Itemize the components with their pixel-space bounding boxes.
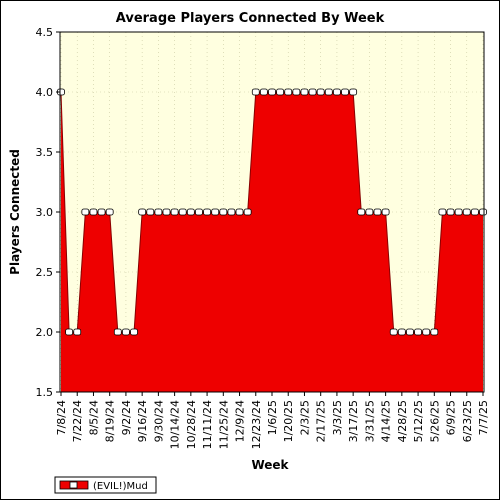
data-point [146,208,155,216]
x-tick-label: 3/3/25 [331,400,344,435]
data-point [446,208,455,216]
data-point [381,208,390,216]
chart-title: Average Players Connected By Week [116,11,385,26]
data-point [65,328,74,336]
x-tick-label: 8/5/24 [87,400,100,435]
data-point [438,208,447,216]
data-point [397,328,406,336]
x-tick-label: 10/28/24 [185,400,198,449]
data-point [292,88,301,96]
data-point [373,208,382,216]
data-point [324,88,333,96]
data-point [130,328,138,336]
data-point [235,208,244,216]
y-tick-label: 2.5 [36,266,54,279]
data-point [406,328,414,336]
x-tick-label: 11/25/24 [217,400,230,449]
data-point [211,208,220,216]
y-axis-label: Players Connected [8,149,22,275]
y-tick-label: 4.0 [36,86,54,99]
data-point [300,88,309,96]
data-point [81,208,90,216]
data-point [454,208,463,216]
x-tick-label: 4/28/25 [396,400,409,442]
data-point [259,88,268,96]
data-point [122,328,130,336]
x-tick-label: 5/26/25 [428,400,441,442]
legend: (EVIL!)Mud [54,476,157,494]
x-tick-label: 7/8/24 [55,400,68,435]
x-tick-label: 5/12/25 [412,400,425,442]
data-point [154,208,163,216]
x-axis-label: Week [251,458,289,472]
data-point [414,328,422,336]
x-tick-label: 7/22/24 [71,400,84,442]
data-point [251,88,260,96]
data-point [357,208,366,216]
x-tick-label: 12/23/24 [250,400,263,449]
y-tick-label: 2.0 [36,326,54,339]
data-point [284,88,293,96]
data-point [203,208,211,216]
x-tick-label: 9/16/24 [136,400,149,442]
x-tick-label: 2/17/25 [315,400,328,442]
legend-label: (EVIL!)Mud [93,481,148,492]
data-point [178,208,187,216]
x-tick-label: 11/11/24 [201,400,214,449]
data-point [316,88,325,96]
data-point [170,208,179,216]
data-point [162,208,171,216]
data-point [195,208,203,216]
data-point [243,208,252,216]
data-point [349,88,358,96]
y-tick-label: 3.5 [36,146,54,159]
x-tick-label: 3/17/25 [347,400,360,442]
data-point [138,208,147,216]
data-point [462,208,471,216]
y-tick-label: 4.5 [36,26,54,39]
x-axis-ticks: 7/8/24 7/22/24 8/5/24 8/19/24 9/2/24 9/16/24 9… [55,392,490,449]
x-tick-label: 8/19/24 [104,400,117,442]
x-tick-label: 3/31/25 [363,400,376,442]
data-point [389,328,398,336]
x-tick-label: 12/9/24 [234,400,247,442]
x-tick-label: 1/6/25 [266,400,279,435]
data-point [73,328,82,336]
legend-marker [69,481,78,489]
data-point [105,208,114,216]
data-point [219,208,228,216]
y-tick-label: 3.0 [36,206,54,219]
data-point [333,88,341,96]
data-point [268,88,276,96]
data-point [113,328,122,336]
data-point [422,328,431,336]
y-tick-label: 1.5 [36,386,54,399]
x-tick-label: 2/3/25 [298,400,311,435]
data-point [430,328,439,336]
data-point [308,88,317,96]
data-point [186,208,195,216]
data-point [227,208,236,216]
x-tick-label: 9/30/24 [152,400,165,442]
x-tick-label: 6/9/25 [445,400,458,435]
x-tick-label: 4/14/25 [380,400,393,442]
x-tick-label: 7/7/25 [477,400,490,435]
x-tick-label: 1/20/25 [282,400,295,442]
data-point [470,208,479,216]
data-point [89,208,98,216]
data-point [479,208,487,216]
data-points [57,88,487,336]
y-axis-ticks: 1.5 2.0 2.5 3.0 3.5 4.0 4.5 [36,26,60,399]
data-point [276,88,285,96]
x-tick-label: 9/2/24 [120,400,133,435]
data-point [97,208,106,216]
x-tick-label: 10/14/24 [169,400,182,449]
series-area [61,92,483,392]
x-tick-label: 6/23/25 [461,400,474,442]
data-point [365,208,374,216]
data-point [341,88,349,96]
